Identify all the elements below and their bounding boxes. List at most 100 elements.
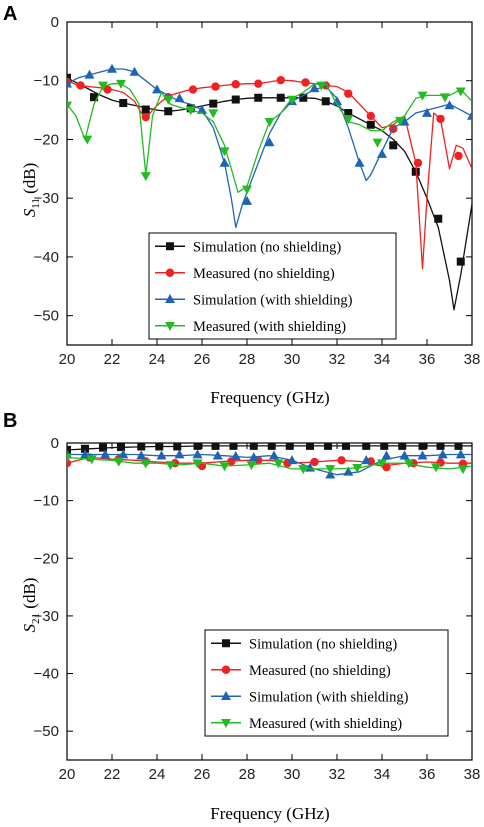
data-point-simulation-no-shielding	[456, 257, 465, 266]
data-point-measured-no-shielding	[103, 85, 112, 94]
data-point-measured-no-shielding	[188, 85, 198, 94]
panel-a-plot-area	[66, 21, 473, 346]
legend-label: Measured (no shielding)	[249, 663, 391, 679]
data-point-measured-with-shielding	[67, 453, 72, 463]
data-point-simulation-no-shielding	[436, 443, 445, 450]
data-point-simulation-no-shielding	[249, 443, 258, 450]
data-point-simulation-no-shielding	[389, 141, 398, 150]
y-tick-label: 0	[51, 435, 59, 452]
data-point-simulation-with-shielding	[332, 96, 342, 106]
data-point-simulation-no-shielding	[362, 443, 371, 450]
data-point-simulation-no-shielding	[67, 445, 71, 454]
data-point-measured-no-shielding	[436, 114, 445, 124]
data-point-simulation-with-shielding	[230, 451, 241, 461]
data-point-measured-with-shielding	[352, 463, 363, 473]
series-simulation-no-shielding	[67, 443, 472, 454]
data-point-simulation-with-shielding	[354, 157, 365, 167]
data-point-simulation-with-shielding	[437, 449, 448, 459]
data-point-measured-with-shielding	[116, 79, 126, 89]
y-tick-label: −20	[34, 131, 59, 148]
data-point-measured-with-shielding	[298, 465, 309, 475]
data-point-simulation-no-shielding	[99, 443, 107, 452]
data-point-simulation-with-shielding	[467, 110, 472, 120]
data-point-simulation-with-shielding	[417, 450, 428, 460]
data-point-measured-no-shielding	[76, 81, 85, 90]
x-tick-label: 28	[239, 351, 256, 368]
data-point-measured-with-shielding	[246, 461, 257, 471]
data-point-simulation-no-shielding	[137, 443, 146, 451]
data-point-simulation-no-shielding	[164, 107, 173, 116]
data-point-measured-with-shielding	[343, 115, 354, 125]
data-point-simulation-no-shielding	[306, 443, 314, 450]
data-point-simulation-no-shielding	[119, 99, 128, 108]
legend-label: Measured (with shielding)	[249, 716, 402, 732]
data-point-measured-no-shielding	[276, 75, 285, 85]
data-point-simulation-with-shielding	[343, 466, 354, 476]
legend-item-simulation-no-shielding: Simulation (no shielding)	[211, 636, 397, 652]
legend-label: Simulation (with shielding)	[249, 689, 409, 705]
data-point-measured-no-shielding	[301, 78, 310, 87]
data-point-simulation-no-shielding	[321, 97, 330, 106]
data-point-measured-no-shielding	[141, 112, 150, 122]
data-point-simulation-no-shielding	[211, 443, 220, 450]
panel-a-axes-frame	[66, 21, 473, 346]
data-point-measured-with-shielding	[140, 459, 151, 469]
y-tick-label: −10	[34, 493, 59, 510]
data-point-measured-with-shielding	[377, 459, 387, 469]
data-point-simulation-with-shielding	[192, 449, 203, 459]
legend-item-measured-with-shielding: Measured (with shielding)	[211, 716, 402, 732]
data-point-measured-with-shielding	[404, 459, 414, 469]
panel-a-y-tick-labels: 0 −10 −20 −30 −40 −50	[34, 14, 59, 325]
x-tick-label: 38	[464, 351, 481, 368]
x-tick-label: 34	[374, 351, 391, 368]
data-point-measured-with-shielding	[455, 87, 466, 97]
legend-item-simulation-no-shielding: Simulation (no shielding)	[155, 239, 341, 255]
legend-box	[204, 629, 449, 737]
data-point-simulation-with-shielding	[219, 157, 230, 167]
x-tick-label: 24	[149, 351, 166, 368]
panel-b-y-axis-label: S21 (dB)	[20, 578, 42, 633]
x-tick-label: 32	[329, 351, 346, 368]
legend-label: Simulation (no shielding)	[193, 239, 341, 255]
data-point-simulation-with-shielding	[212, 450, 223, 460]
data-point-simulation-with-shielding	[381, 450, 392, 460]
data-point-simulation-with-shielding	[129, 66, 140, 76]
data-point-measured-with-shielding	[86, 455, 97, 465]
panel-a-letter: A	[3, 3, 17, 25]
x-tick-label: 36	[419, 351, 436, 368]
data-point-measured-no-shielding	[67, 458, 72, 468]
data-point-simulation-no-shielding	[81, 444, 89, 453]
data-point-simulation-no-shielding	[193, 443, 202, 450]
data-point-simulation-no-shielding	[398, 443, 407, 450]
series-simulation-with-shielding	[67, 63, 472, 229]
data-point-simulation-with-shielding	[309, 83, 320, 93]
data-point-simulation-with-shielding	[269, 450, 279, 460]
data-point-measured-with-shielding	[163, 95, 174, 105]
data-point-simulation-no-shielding	[67, 73, 71, 82]
data-point-simulation-no-shielding	[434, 214, 443, 223]
legend-swatch-marker	[221, 691, 231, 701]
data-point-simulation-no-shielding	[299, 93, 308, 102]
data-point-measured-with-shielding	[264, 118, 275, 128]
data-point-measured-with-shielding	[273, 459, 284, 469]
data-point-simulation-with-shielding	[100, 449, 111, 459]
x-tick-label: 32	[329, 766, 346, 783]
data-point-simulation-no-shielding	[90, 93, 98, 102]
legend-label: Simulation (with shielding)	[193, 292, 353, 308]
legend-swatch-marker	[166, 242, 174, 251]
y-tick-label: −10	[34, 73, 59, 90]
panel-a-y-axis-label: S11 (dB)	[20, 163, 42, 218]
panel-a-x-tick-labels: 20 22 24 26 28 30 32 34 36 38	[59, 351, 481, 368]
data-point-measured-no-shielding	[310, 457, 319, 467]
data-point-simulation-no-shielding	[380, 443, 389, 450]
data-point-simulation-no-shielding	[254, 93, 263, 102]
data-point-simulation-no-shielding	[366, 120, 375, 129]
panel-b: B 0−10−20−30−40−50 20 22 24 26 28 30 32 34 36 38 …	[3, 410, 480, 823]
x-tick-label: 20	[59, 351, 76, 368]
data-point-measured-with-shielding	[219, 147, 230, 157]
data-point-simulation-with-shielding	[174, 93, 185, 103]
legend-item-measured-no-shielding: Measured (no shielding)	[155, 266, 335, 282]
legend-swatch-marker	[222, 639, 230, 648]
data-point-simulation-no-shielding	[155, 443, 164, 451]
data-point-measured-with-shielding	[395, 116, 405, 126]
